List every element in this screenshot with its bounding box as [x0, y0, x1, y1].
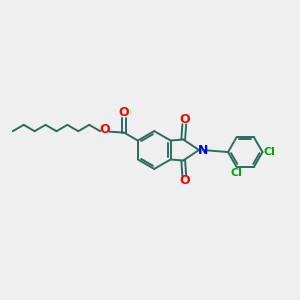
Text: O: O	[179, 174, 190, 187]
Text: Cl: Cl	[264, 147, 276, 157]
Text: O: O	[179, 113, 190, 126]
Text: Cl: Cl	[231, 168, 243, 178]
Text: O: O	[119, 106, 130, 119]
Text: N: N	[198, 143, 208, 157]
Text: O: O	[99, 123, 110, 136]
